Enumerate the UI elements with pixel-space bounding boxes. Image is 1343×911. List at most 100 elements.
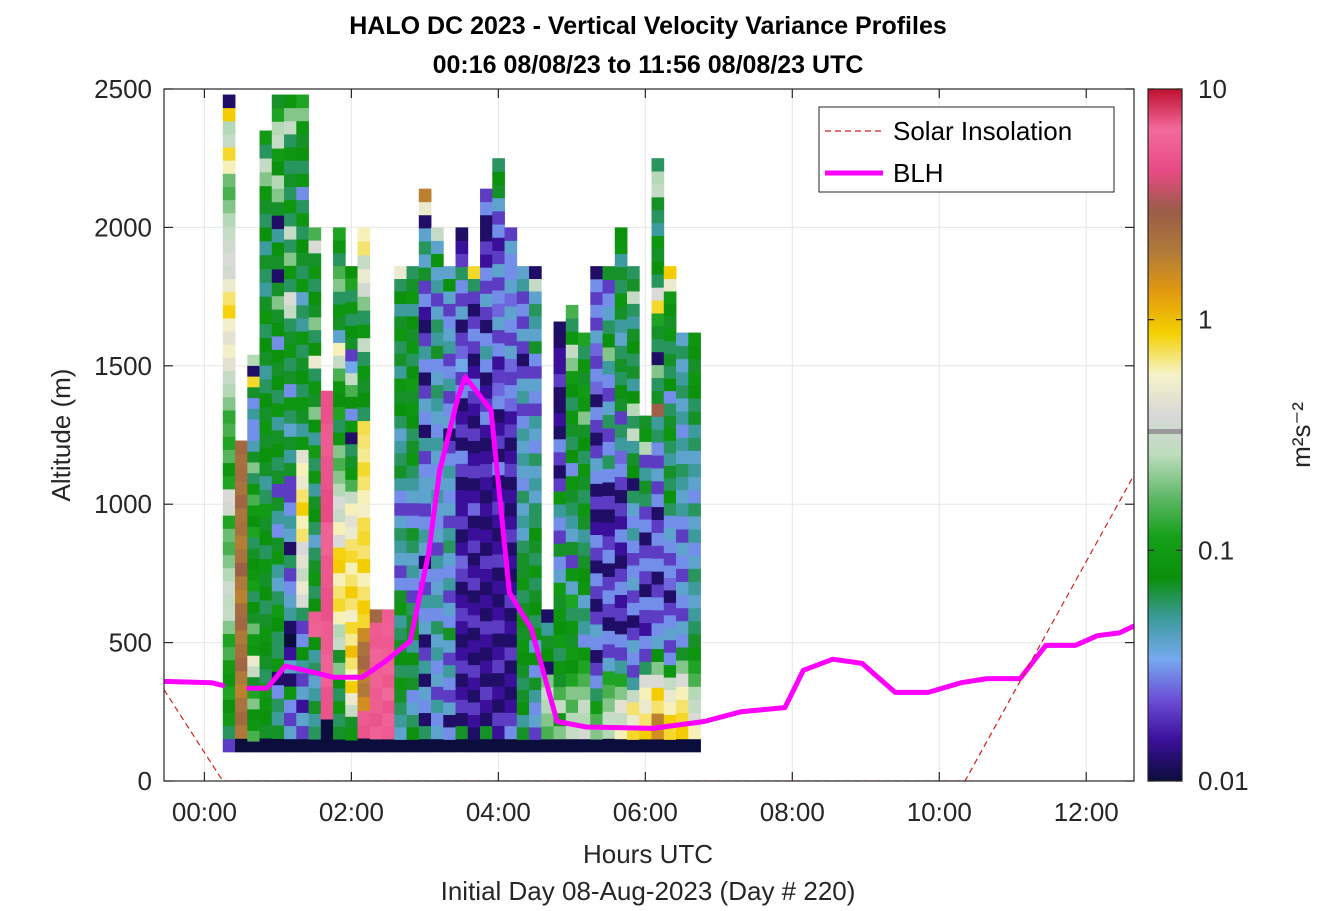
- heatmap-cell: [663, 353, 677, 367]
- heatmap-cell: [247, 730, 260, 742]
- heatmap-cell: [467, 689, 481, 703]
- heatmap-cell: [651, 648, 665, 662]
- heatmap-cell: [284, 633, 297, 648]
- heatmap-cell: [271, 738, 285, 753]
- heatmap-cell: [271, 403, 285, 417]
- heatmap-cell: [602, 603, 616, 618]
- heatmap-cell: [369, 700, 383, 714]
- heatmap-cell: [492, 237, 505, 251]
- heatmap-cell: [602, 333, 616, 348]
- heatmap-cell: [284, 725, 297, 740]
- heatmap-cell: [627, 652, 640, 666]
- heatmap-cell: [553, 686, 567, 701]
- heatmap-cell: [406, 677, 420, 691]
- heatmap-cell: [259, 351, 273, 366]
- heatmap-cell: [235, 697, 248, 712]
- heatmap-cell: [357, 503, 371, 518]
- heatmap-cell: [602, 495, 616, 510]
- heatmap-cell: [443, 390, 456, 404]
- heatmap-cell: [333, 470, 346, 484]
- heatmap-cell: [406, 278, 420, 292]
- heatmap-cell: [663, 440, 677, 454]
- heatmap-cell: [590, 611, 603, 625]
- heatmap-cell: [284, 502, 297, 516]
- heatmap-cell: [259, 130, 273, 145]
- heatmap-cell: [627, 266, 640, 280]
- heatmap-cell: [222, 594, 236, 608]
- heatmap-cell: [271, 470, 285, 485]
- heatmap-cell: [602, 441, 616, 456]
- x-tick-label: 12:00: [1054, 797, 1119, 827]
- heatmap-cell: [284, 436, 297, 450]
- heatmap-cell: [247, 547, 260, 560]
- heatmap-cell: [345, 360, 358, 374]
- heatmap-cell: [320, 653, 334, 687]
- heatmap-cell: [406, 702, 420, 715]
- heatmap-cell: [565, 423, 579, 437]
- heatmap-cell: [296, 436, 309, 450]
- heatmap-cell: [492, 210, 505, 225]
- heatmap-cell: [247, 451, 260, 463]
- heatmap-cell: [296, 318, 309, 332]
- heatmap-cell: [578, 476, 591, 491]
- heatmap-cell: [443, 365, 456, 379]
- heatmap-cell: [271, 456, 285, 471]
- heatmap-cell: [222, 581, 236, 595]
- heatmap-cell: [676, 450, 689, 465]
- heatmap-cell: [614, 371, 628, 386]
- heatmap-cell: [480, 529, 493, 543]
- heatmap-cell: [602, 576, 616, 591]
- heatmap-cell: [455, 476, 469, 491]
- heatmap-cell: [431, 529, 444, 543]
- heatmap-cell: [259, 600, 273, 615]
- heatmap-cell: [553, 738, 567, 753]
- heatmap-cell: [357, 641, 371, 656]
- heatmap-cell: [271, 429, 285, 444]
- heatmap-cell: [627, 315, 640, 329]
- heatmap-cell: [553, 478, 567, 492]
- heatmap-cell: [382, 700, 395, 714]
- plot-frame: [163, 88, 1135, 782]
- heatmap-cell: [345, 325, 358, 338]
- heatmap-cell: [284, 252, 297, 266]
- heatmap-cell: [504, 660, 518, 674]
- heatmap-cell: [516, 639, 530, 653]
- heatmap-cell: [480, 332, 493, 347]
- heatmap-cell: [467, 315, 481, 329]
- heatmap-cell: [247, 494, 260, 506]
- heatmap-cell: [271, 188, 285, 203]
- heatmap-cell: [418, 188, 432, 203]
- heatmap-cell: [235, 711, 248, 726]
- heatmap-cell: [247, 365, 260, 377]
- heatmap-cell: [467, 540, 481, 554]
- heatmap-cell: [688, 385, 701, 399]
- heatmap-cell: [578, 411, 591, 425]
- heatmap-cell: [467, 639, 481, 653]
- heatmap-cell: [357, 613, 371, 629]
- heatmap-cell: [504, 240, 518, 255]
- heatmap-cell: [529, 552, 542, 566]
- heatmap-cell: [504, 371, 518, 386]
- heatmap-cell: [529, 303, 542, 317]
- heatmap-cell: [296, 633, 309, 648]
- heatmap-cell: [663, 365, 677, 379]
- heatmap-cell: [406, 428, 420, 441]
- heatmap-cell: [394, 340, 407, 354]
- heatmap-cell: [406, 490, 420, 504]
- heatmap-cell: [529, 602, 542, 616]
- heatmap-cell: [480, 699, 493, 714]
- heatmap-cell: [467, 664, 481, 678]
- heatmap-cell: [284, 646, 297, 661]
- heatmap-cell: [467, 403, 481, 417]
- heatmap-cell: [590, 432, 603, 446]
- heatmap-cell: [222, 199, 236, 214]
- heatmap-cell: [284, 186, 297, 201]
- heatmap-cell: [284, 396, 297, 411]
- heatmap-cell: [357, 434, 371, 449]
- heatmap-cell: [553, 347, 567, 362]
- heatmap-cell: [222, 423, 236, 437]
- heatmap-cell: [247, 483, 260, 495]
- heatmap-cell: [676, 699, 689, 714]
- heatmap-cell: [516, 440, 530, 454]
- heatmap-cell: [357, 420, 371, 435]
